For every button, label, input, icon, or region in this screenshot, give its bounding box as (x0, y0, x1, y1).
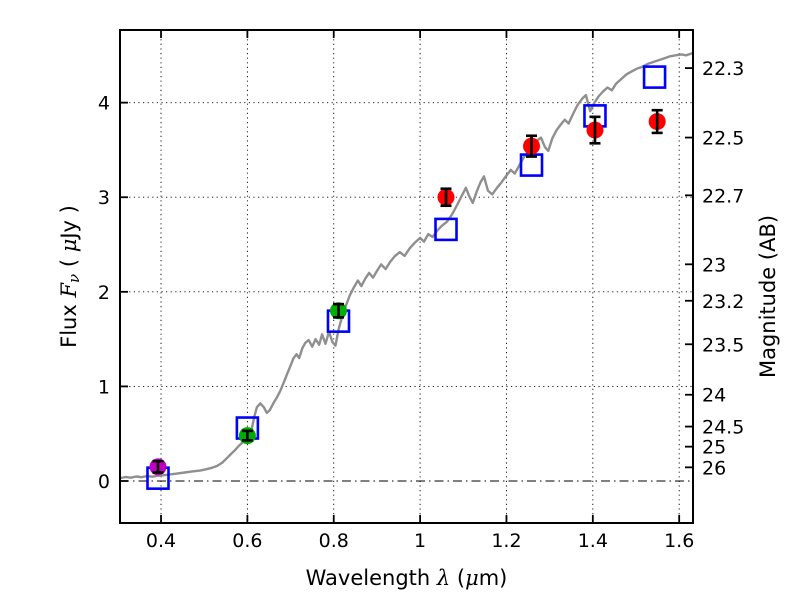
magnitude-tick-label: 24.5 (702, 417, 744, 439)
flux-tick-label: 0 (98, 471, 110, 493)
x-axis-label: Wavelength λ (μm) (306, 566, 508, 590)
flux-tick-label: 3 (98, 187, 110, 209)
model-photometry-square (642, 65, 667, 89)
magnitude-tick-label: 22.5 (702, 128, 744, 150)
magnitude-tick-label: 23 (702, 254, 726, 276)
magnitude-tick-label: 22.3 (702, 58, 744, 80)
spectrum-curve (119, 51, 694, 480)
magnitude-tick-label: 25 (702, 437, 726, 459)
flux-axis-label: Flux Fν ( μJy ) (57, 205, 83, 348)
magnitude-axis-label: Magnitude (AB) (756, 215, 780, 378)
x-tick-label: 1 (414, 530, 426, 552)
flux-tick-label: 1 (98, 376, 110, 398)
magnitude-tick-label: 22.7 (702, 185, 744, 207)
x-tick-label: 0.4 (146, 530, 176, 552)
model-photometry-square (434, 217, 458, 242)
magnitude-tick-label: 23.2 (702, 291, 744, 313)
flux-tick-label: 2 (98, 282, 110, 304)
magnitude-tick-label: 23.5 (702, 334, 744, 356)
x-tick-label: 0.8 (319, 530, 349, 552)
x-tick-label: 1.4 (578, 530, 608, 552)
magnitude-tick-label: 24 (702, 385, 726, 407)
magnitude-tick-label: 26 (702, 457, 726, 479)
plot-frame (119, 29, 694, 524)
x-tick-label: 1.2 (491, 530, 521, 552)
flux-tick-label: 4 (98, 93, 110, 115)
x-tick-label: 0.6 (232, 530, 262, 552)
x-tick-label: 1.6 (664, 530, 694, 552)
